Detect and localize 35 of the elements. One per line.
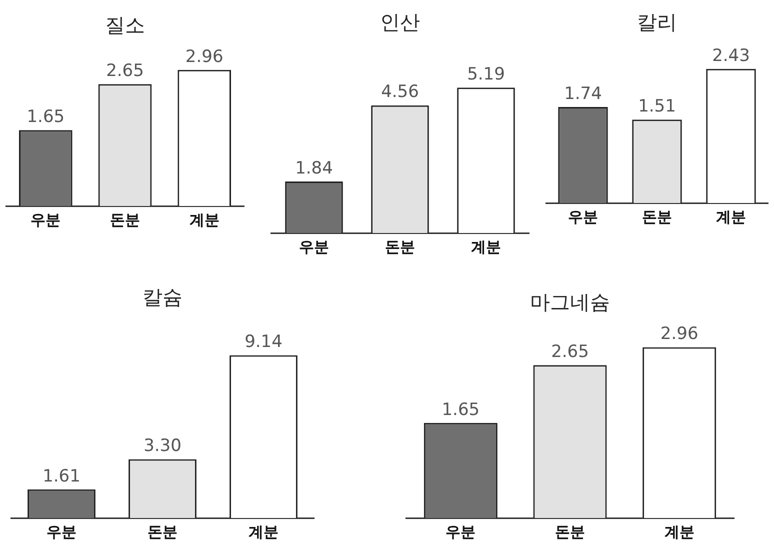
x-tick-label: 우분: [446, 524, 476, 542]
data-label: 2.96: [660, 324, 698, 344]
x-tick-label: 돈분: [110, 212, 140, 230]
x-tick-label: 돈분: [148, 524, 178, 542]
chart-title: 칼리: [636, 9, 678, 36]
x-tick-label: 계분: [471, 239, 501, 256]
data-label: 1.65: [442, 400, 480, 420]
chart-title: 질소: [104, 12, 146, 39]
data-label: 1.61: [42, 466, 80, 486]
x-tick-label: 계분: [189, 212, 220, 230]
data-label: 1.51: [638, 96, 676, 117]
chart-title: 칼슘: [142, 284, 184, 311]
data-label: 2.96: [185, 46, 224, 67]
x-tick-label: 계분: [716, 209, 746, 226]
x-tick-label: 돈분: [555, 524, 585, 542]
data-label: 1.84: [295, 158, 333, 178]
data-label: 2.65: [551, 342, 589, 362]
data-label: 2.43: [712, 46, 750, 66]
x-tick-label: 돈분: [642, 209, 672, 226]
x-tick-label: 우분: [30, 212, 61, 230]
x-tick-label: 우분: [46, 524, 76, 542]
x-tick-label: 계분: [248, 524, 278, 542]
x-tick-label: 우분: [568, 209, 598, 226]
data-label: 1.65: [26, 107, 65, 128]
chart-title: 인산: [379, 9, 421, 36]
chart-title: 마그네슘: [529, 289, 611, 316]
data-label: 2.65: [106, 61, 144, 82]
data-label: 9.14: [244, 332, 282, 352]
x-tick-label: 돈분: [385, 239, 415, 256]
x-tick-label: 계분: [664, 524, 694, 542]
x-tick-label: 우분: [299, 239, 329, 256]
data-label: 5.19: [467, 64, 505, 85]
data-label: 3.30: [144, 436, 182, 456]
data-label: 1.74: [564, 84, 602, 104]
data-label: 4.56: [381, 82, 419, 102]
